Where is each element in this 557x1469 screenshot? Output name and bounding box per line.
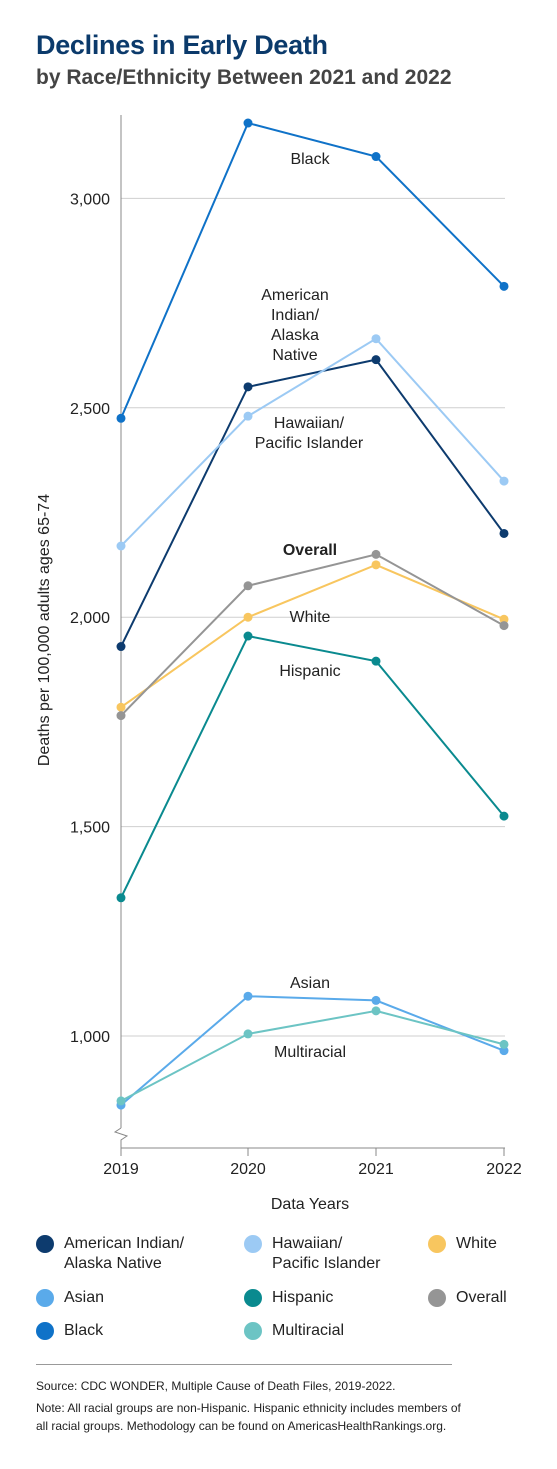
data-point bbox=[499, 528, 509, 538]
legend-item: Black bbox=[36, 1321, 103, 1341]
series-annotation: Hawaiian/Pacific Islander bbox=[255, 415, 364, 452]
data-point bbox=[243, 411, 253, 421]
series-line bbox=[120, 1009, 505, 1102]
chart-title: Declines in Early Death bbox=[36, 30, 328, 60]
data-point bbox=[371, 355, 381, 365]
data-point bbox=[371, 560, 381, 570]
data-point bbox=[499, 281, 509, 291]
x-tick-label: 2021 bbox=[358, 1161, 394, 1178]
legend-swatch bbox=[36, 1322, 54, 1340]
legend-label: White bbox=[456, 1235, 497, 1252]
x-tick-label: 2019 bbox=[103, 1161, 139, 1178]
data-point bbox=[243, 382, 253, 392]
series-line bbox=[120, 337, 505, 547]
data-point bbox=[243, 1029, 253, 1039]
data-point bbox=[116, 893, 126, 903]
legend-item: Multiracial bbox=[244, 1321, 344, 1341]
legend-item: Hawaiian/ Pacific Islander bbox=[244, 1234, 381, 1274]
legend-swatch bbox=[428, 1235, 446, 1253]
series-line bbox=[120, 553, 505, 717]
data-point bbox=[243, 612, 253, 622]
legend-label: American Indian/ Alaska Native bbox=[64, 1235, 185, 1272]
data-point bbox=[116, 413, 126, 423]
legend-item: Overall bbox=[428, 1288, 507, 1308]
series-annotation: Multiracial bbox=[274, 1044, 346, 1061]
y-tick-label: 1,500 bbox=[70, 820, 110, 837]
legend-swatch bbox=[244, 1235, 262, 1253]
series-annotation: Black bbox=[290, 151, 330, 168]
series-annotation: Asian bbox=[290, 975, 330, 992]
y-tick-label: 2,000 bbox=[70, 610, 110, 627]
data-point bbox=[371, 334, 381, 344]
data-point bbox=[371, 549, 381, 559]
y-tick-label: 1,000 bbox=[70, 1029, 110, 1046]
legend-swatch bbox=[36, 1235, 54, 1253]
data-point bbox=[371, 656, 381, 666]
data-point bbox=[116, 702, 126, 712]
legend-item: American Indian/ Alaska Native bbox=[36, 1234, 184, 1274]
data-point bbox=[116, 642, 126, 652]
legend-item: White bbox=[428, 1234, 497, 1254]
legend-swatch bbox=[428, 1289, 446, 1307]
legend-swatch bbox=[244, 1289, 262, 1307]
data-point bbox=[499, 476, 509, 486]
data-point bbox=[499, 621, 509, 631]
legend-label: Hispanic bbox=[272, 1289, 334, 1306]
legend-label: Multiracial bbox=[272, 1322, 345, 1339]
y-tick-label: 2,500 bbox=[70, 401, 110, 418]
data-point bbox=[371, 1006, 381, 1016]
data-point bbox=[116, 1096, 126, 1106]
data-point bbox=[116, 711, 126, 721]
data-point bbox=[499, 1039, 509, 1049]
legend-swatch bbox=[36, 1289, 54, 1307]
series-line bbox=[120, 358, 505, 647]
series-line bbox=[120, 121, 505, 419]
x-axis-title: Data Years bbox=[271, 1196, 349, 1213]
data-point bbox=[371, 152, 381, 162]
series-annotation: Overall bbox=[283, 542, 337, 559]
line-chart: 1,000 1,500 2,000 2,500 3,000 2019 2020 2021 202… bbox=[36, 115, 522, 1213]
data-point bbox=[243, 991, 253, 1001]
legend-label: Asian bbox=[64, 1289, 105, 1306]
data-point bbox=[499, 614, 509, 624]
series-annotation: White bbox=[290, 609, 331, 626]
x-tick-label: 2020 bbox=[230, 1161, 266, 1178]
data-point bbox=[499, 811, 509, 821]
footer-divider bbox=[36, 1364, 452, 1365]
legend-label: Hawaiian/ Pacific Islander bbox=[272, 1235, 381, 1272]
data-point bbox=[243, 118, 253, 128]
x-tick-label: 2022 bbox=[486, 1161, 522, 1178]
series-line bbox=[120, 634, 505, 899]
axis-break-mark bbox=[113, 1127, 129, 1148]
data-point bbox=[371, 995, 381, 1005]
series-annotation: American Indian/Alaska Native bbox=[261, 287, 329, 364]
data-point bbox=[499, 1046, 509, 1056]
y-tick-label: 3,000 bbox=[70, 191, 110, 208]
chart-subtitle: by Race/Ethnicity Between 2021 and 2022 bbox=[36, 66, 452, 89]
series-line bbox=[120, 995, 505, 1106]
data-point bbox=[243, 581, 253, 591]
y-axis-title: Deaths per 100,000 adults ages 65-74 bbox=[36, 494, 53, 766]
legend-item: Hispanic bbox=[244, 1288, 333, 1308]
legend-item: Asian bbox=[36, 1288, 104, 1308]
legend-label: Overall bbox=[456, 1289, 507, 1306]
series-line bbox=[120, 563, 505, 709]
data-point bbox=[243, 631, 253, 641]
legend-swatch bbox=[244, 1322, 262, 1340]
data-point bbox=[116, 541, 126, 551]
series-annotation: Hispanic bbox=[279, 663, 340, 680]
methodology-note: Note: All racial groups are non-Hispanic… bbox=[36, 1401, 461, 1433]
legend-label: Black bbox=[64, 1322, 104, 1339]
source-note: Source: CDC WONDER, Multiple Cause of De… bbox=[36, 1379, 396, 1393]
